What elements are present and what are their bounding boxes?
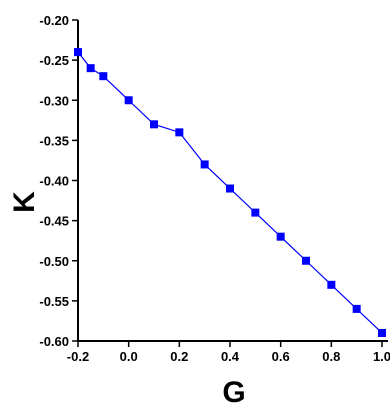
data-point-marker (200, 160, 209, 169)
y-tick-label: -0.55 (39, 294, 69, 309)
data-point-marker (86, 64, 95, 73)
data-point-marker (124, 96, 133, 105)
x-tick-label: -0.2 (67, 349, 89, 364)
data-point-marker (378, 328, 386, 337)
y-axis-title: K (8, 191, 41, 213)
y-tick-label: -0.60 (39, 334, 69, 349)
data-point-marker (99, 72, 108, 81)
y-tick-label: -0.45 (39, 214, 69, 229)
y-tick-label: -0.35 (39, 133, 69, 148)
y-tick-label: -0.20 (39, 13, 69, 28)
x-tick-label: 0.8 (322, 349, 340, 364)
y-tick-label: -0.40 (39, 174, 69, 189)
x-tick-label: 0.4 (221, 349, 240, 364)
data-point-marker (150, 120, 158, 129)
series-line (77, 51, 383, 334)
data-point-marker (302, 256, 310, 265)
x-tick-label: 0.0 (120, 349, 138, 364)
data-point-marker (352, 304, 361, 313)
y-tick-label: -0.50 (39, 254, 69, 269)
data-point-marker (276, 232, 285, 241)
y-tick-label: -0.25 (39, 53, 69, 68)
data-point-marker (327, 280, 336, 289)
y-tick-label: -0.30 (39, 93, 69, 108)
plot-area: -0.20 -0.25 -0.30 -0.35 -0.40 -0.45 -0.50 -0.55… (39, 13, 390, 364)
data-point-marker (74, 48, 82, 57)
x-tick-label: 0.6 (272, 349, 290, 364)
data-point-marker (175, 128, 184, 137)
x-tick-label: 0.2 (170, 349, 188, 364)
x-tick-label: 1.0 (373, 349, 390, 364)
data-point-marker (226, 184, 234, 193)
x-axis-title: G (222, 376, 245, 408)
data-point-marker (251, 208, 260, 217)
